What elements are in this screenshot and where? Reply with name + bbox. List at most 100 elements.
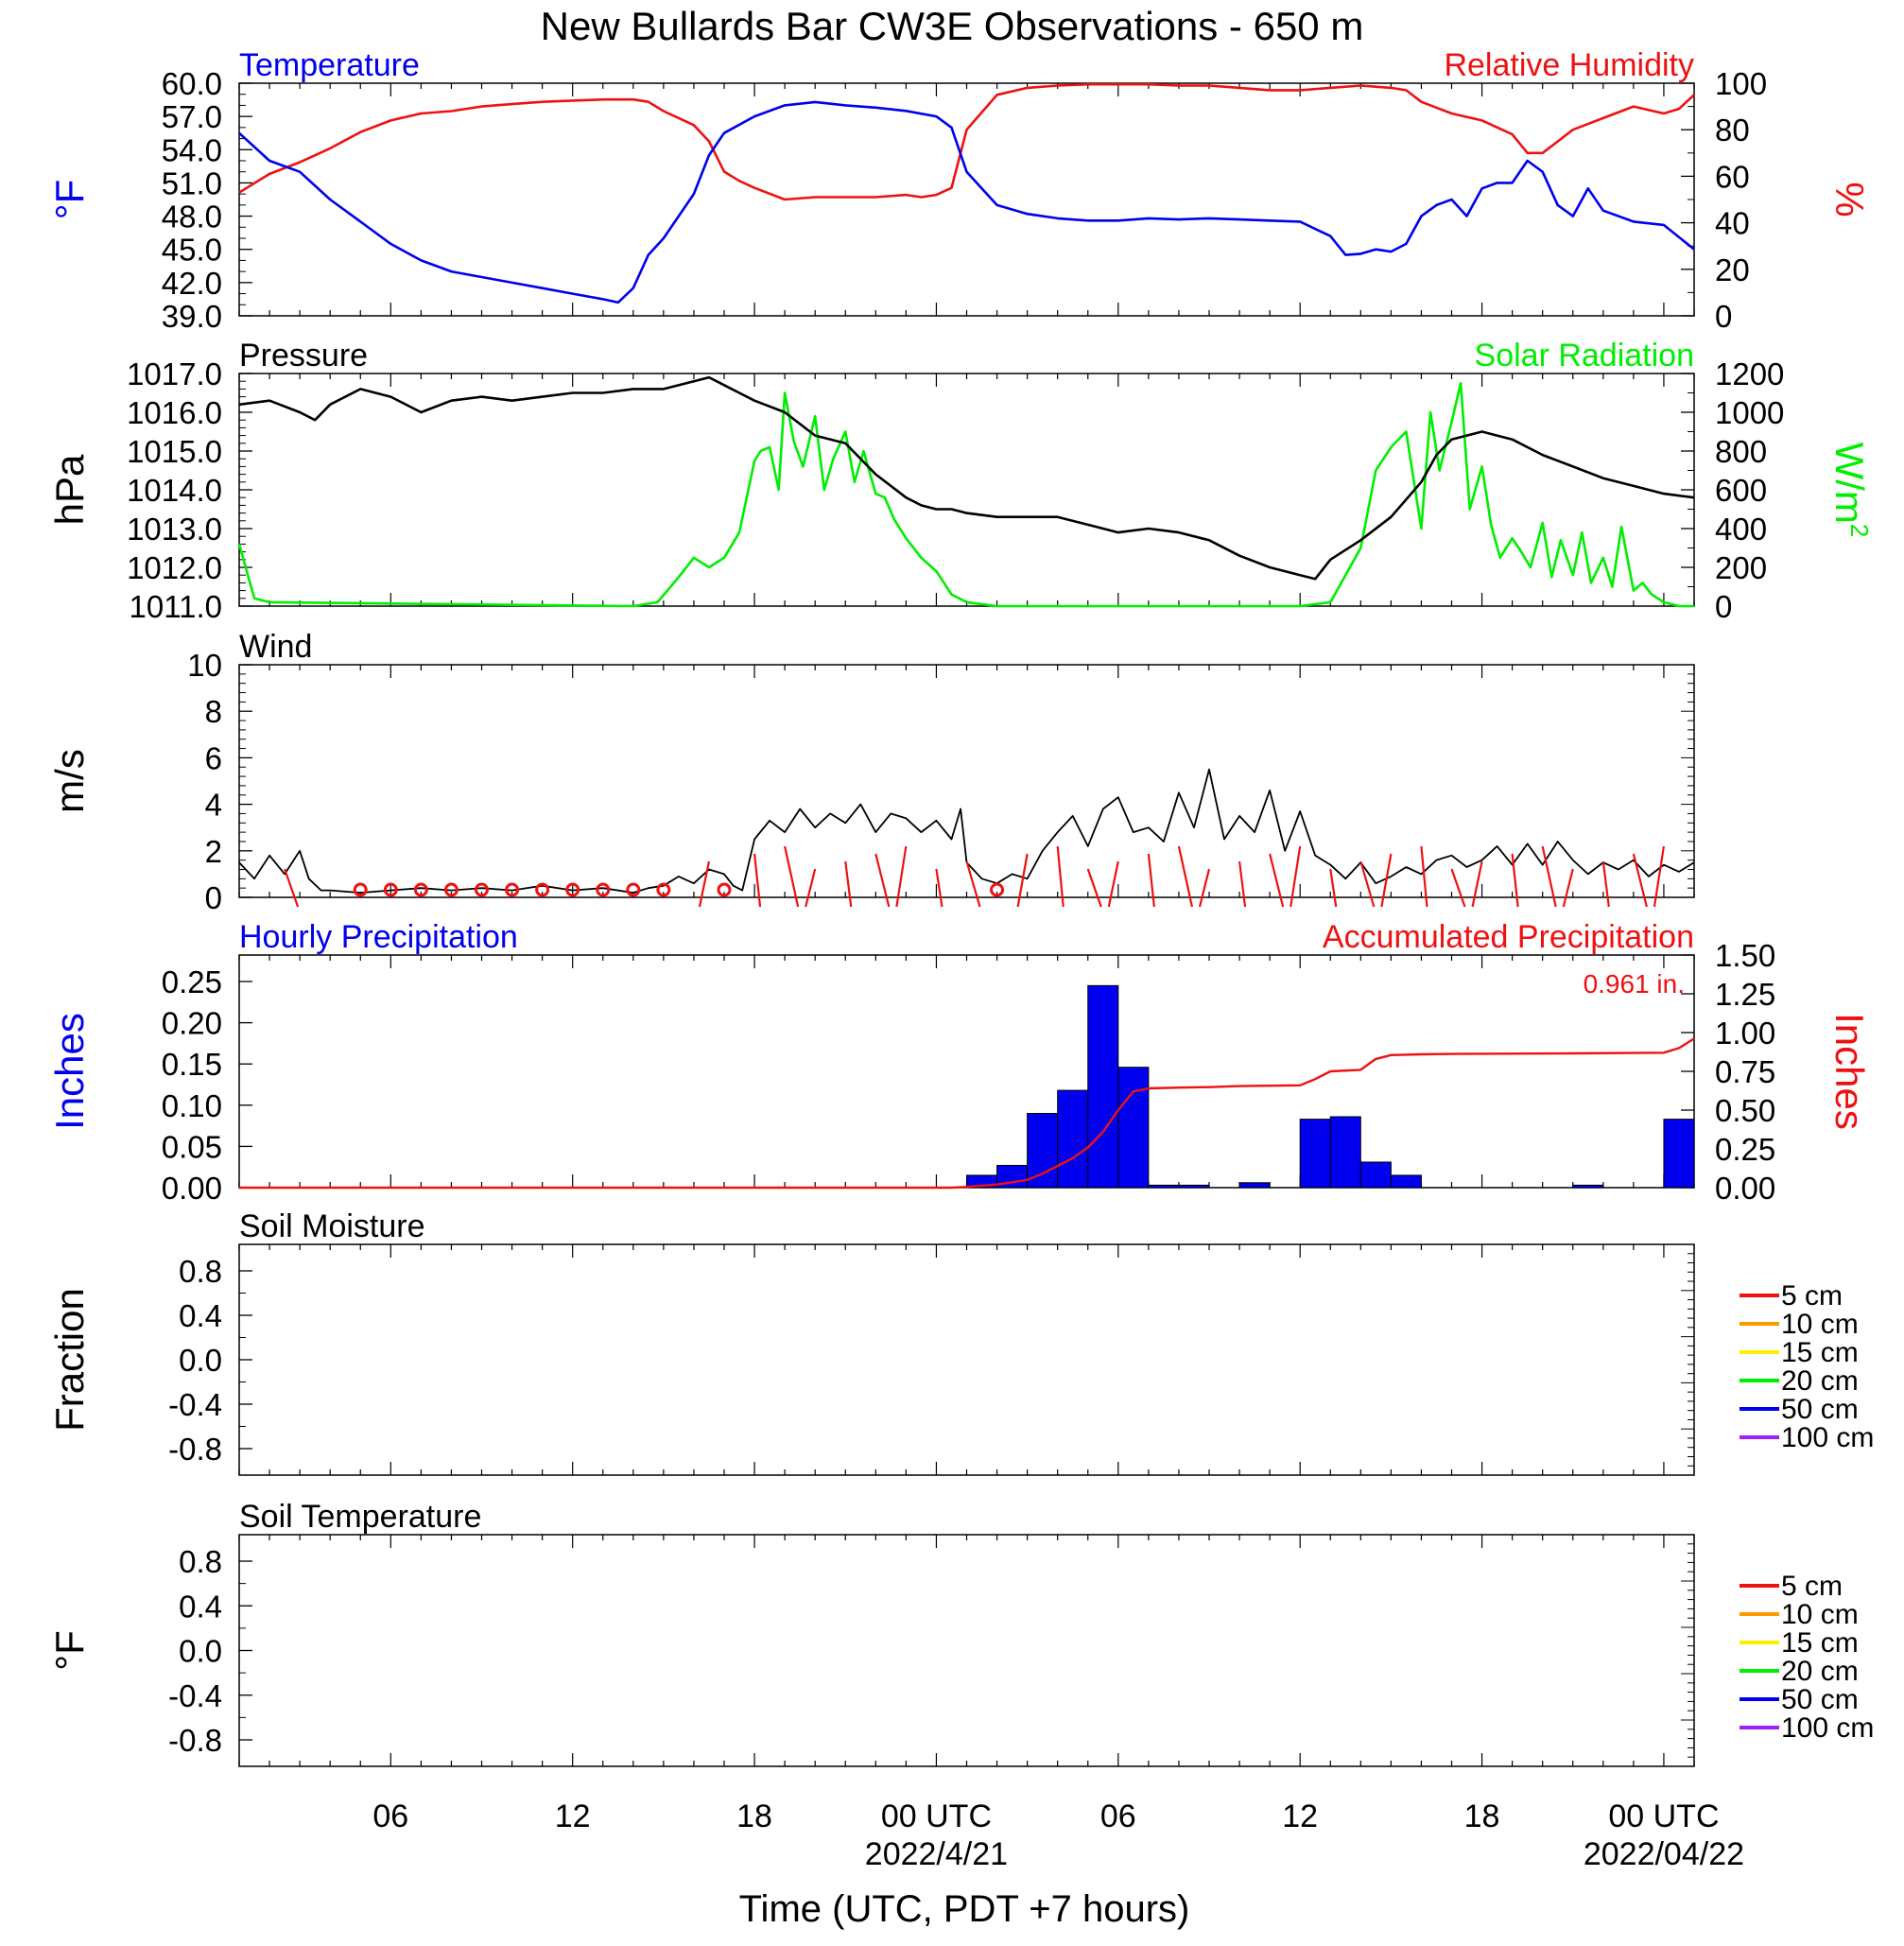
rh-ytick-label: 20	[1715, 252, 1750, 287]
solar-series-line	[237, 382, 1694, 608]
wind-calm-marker	[656, 882, 671, 897]
hourly-precip-ytick-label: 0.15	[162, 1047, 222, 1082]
hourly-precip-bar	[1178, 1184, 1210, 1189]
accum-precip-unit-right: Inches	[1827, 1013, 1872, 1130]
hourly-precip-bar	[1238, 1182, 1271, 1189]
accum-precip-ytick-label: 1.00	[1715, 1016, 1775, 1051]
soil-temp-ytick-label: 0.8	[179, 1544, 222, 1579]
wind-calm-marker	[475, 882, 489, 897]
rh-ytick-label: 0	[1715, 299, 1732, 334]
pressure-ytick-label: 1014.0	[127, 473, 222, 508]
precip-title-right: Accumulated Precipitation	[1323, 919, 1694, 955]
soil-temp-legend-label: 10 cm	[1781, 1599, 1859, 1630]
wind-barb	[874, 853, 891, 908]
hourly-precip-ytick-label: 0.05	[162, 1129, 222, 1164]
temp-ytick-label: 42.0	[162, 266, 222, 301]
hourly-precip-bar	[1390, 1174, 1422, 1189]
x-tick-label: 06	[372, 1798, 408, 1834]
wind-barb	[753, 853, 762, 908]
temp-ytick-label: 48.0	[162, 200, 222, 235]
wind-barb	[1147, 853, 1155, 908]
solar-ytick-label: 600	[1715, 473, 1767, 508]
accum-precip-ytick-label: 0.25	[1715, 1132, 1775, 1167]
wind-barb	[895, 845, 908, 908]
x-tick-date-label: 2022/4/21	[865, 1836, 1008, 1872]
soil-temp-ytick-label: 0.4	[179, 1589, 222, 1624]
pressure-ytick-label: 1013.0	[127, 512, 222, 547]
x-tick-label: 00 UTC	[1608, 1798, 1719, 1834]
pressure-ytick-label: 1011.0	[130, 589, 222, 624]
pressure-unit-left: hPa	[47, 454, 92, 525]
soil-moisture-legend-label: 15 cm	[1781, 1337, 1859, 1368]
hourly-precip-bar	[1027, 1113, 1059, 1189]
wind-barb	[935, 868, 943, 908]
pressure-ytick-label: 1015.0	[127, 434, 222, 469]
accum-precip-ytick-label: 0.00	[1715, 1171, 1775, 1206]
wind-calm-marker	[353, 882, 368, 897]
x-tick-label: 12	[555, 1798, 591, 1834]
soil-moisture-legend-label: 10 cm	[1781, 1309, 1859, 1340]
wind-barb	[844, 860, 853, 908]
wind-barb	[284, 868, 300, 908]
precip-panel-frame	[238, 954, 1695, 1189]
wind-barb	[1056, 845, 1065, 908]
hourly-precip-bar	[1663, 1119, 1695, 1189]
solar-ytick-label: 200	[1715, 550, 1767, 585]
hourly-precip-bar	[1117, 1067, 1150, 1189]
rh-ytick-label: 100	[1715, 66, 1767, 101]
hourly-precip-bar	[1329, 1116, 1361, 1189]
pressure-ytick-label: 1017.0	[127, 356, 222, 391]
solar-ytick-label: 400	[1715, 512, 1767, 547]
wind-ytick-label: 10	[187, 648, 222, 683]
wind-barb	[1086, 868, 1102, 908]
solar-unit-base: W/m	[1827, 443, 1872, 524]
wind-ytick-label: 0	[205, 880, 222, 915]
pressure-solar-title-right: Solar Radiation	[1475, 338, 1694, 374]
wind-ytick-label: 8	[205, 694, 222, 729]
hourly-precip-bar	[1148, 1184, 1180, 1189]
hourly-precip-bar	[1087, 984, 1119, 1189]
wind-barb	[1601, 860, 1610, 908]
solar-unit-right: W/m2	[1827, 443, 1874, 538]
soil-temp-ytick-label: -0.8	[168, 1723, 222, 1758]
temp-ytick-label: 51.0	[162, 165, 222, 200]
x-tick-label: 18	[1464, 1798, 1500, 1834]
wind-barb	[1177, 845, 1194, 908]
soil-temp-legend-label: 15 cm	[1781, 1627, 1859, 1659]
solar-unit-sup: 2	[1845, 524, 1874, 537]
wind-barb	[1632, 853, 1648, 908]
wind-barb	[1016, 853, 1029, 908]
soil-temp-ytick-label: -0.4	[168, 1678, 222, 1713]
x-axis-label: Time (UTC, PDT +7 hours)	[739, 1888, 1190, 1930]
soil-moisture-ytick-label: 0.8	[179, 1254, 222, 1289]
hourly-precip-bar	[1572, 1184, 1604, 1189]
wind-calm-marker	[626, 882, 641, 897]
wind-ytick-label: 4	[205, 788, 222, 823]
wind-barb	[1541, 845, 1557, 908]
soil-temp-unit-left: °F	[47, 1630, 92, 1670]
temp-ytick-label: 45.0	[162, 233, 222, 268]
wind-barb	[1290, 845, 1302, 908]
hourly-precip-bar	[1057, 1089, 1089, 1189]
hourly-precip-unit-left: Inches	[47, 1013, 92, 1130]
wind-calm-marker	[413, 882, 428, 897]
hourly-precip-bar	[1299, 1119, 1331, 1189]
wind-barb	[1269, 853, 1285, 908]
solar-ytick-label: 0	[1715, 589, 1732, 624]
x-tick-label: 06	[1100, 1798, 1136, 1834]
accum-precip-ytick-label: 0.50	[1715, 1093, 1775, 1128]
pressure-ytick-label: 1016.0	[127, 395, 222, 430]
wind-calm-marker	[383, 882, 398, 897]
wind-calm-marker	[565, 882, 580, 897]
soil-moisture-legend-label: 100 cm	[1781, 1422, 1874, 1453]
accum-precip-ytick-label: 0.75	[1715, 1054, 1775, 1089]
soil-temp-panel-frame	[238, 1534, 1695, 1767]
temp-ytick-label: 54.0	[162, 132, 222, 167]
wind-calm-marker	[443, 882, 459, 897]
rh-ytick-label: 60	[1715, 159, 1750, 194]
soil-moisture-legend-label: 5 cm	[1781, 1280, 1843, 1312]
wind-calm-marker	[717, 882, 732, 897]
soil-temp-legend-label: 50 cm	[1781, 1684, 1859, 1715]
wind-barb	[1329, 868, 1338, 908]
